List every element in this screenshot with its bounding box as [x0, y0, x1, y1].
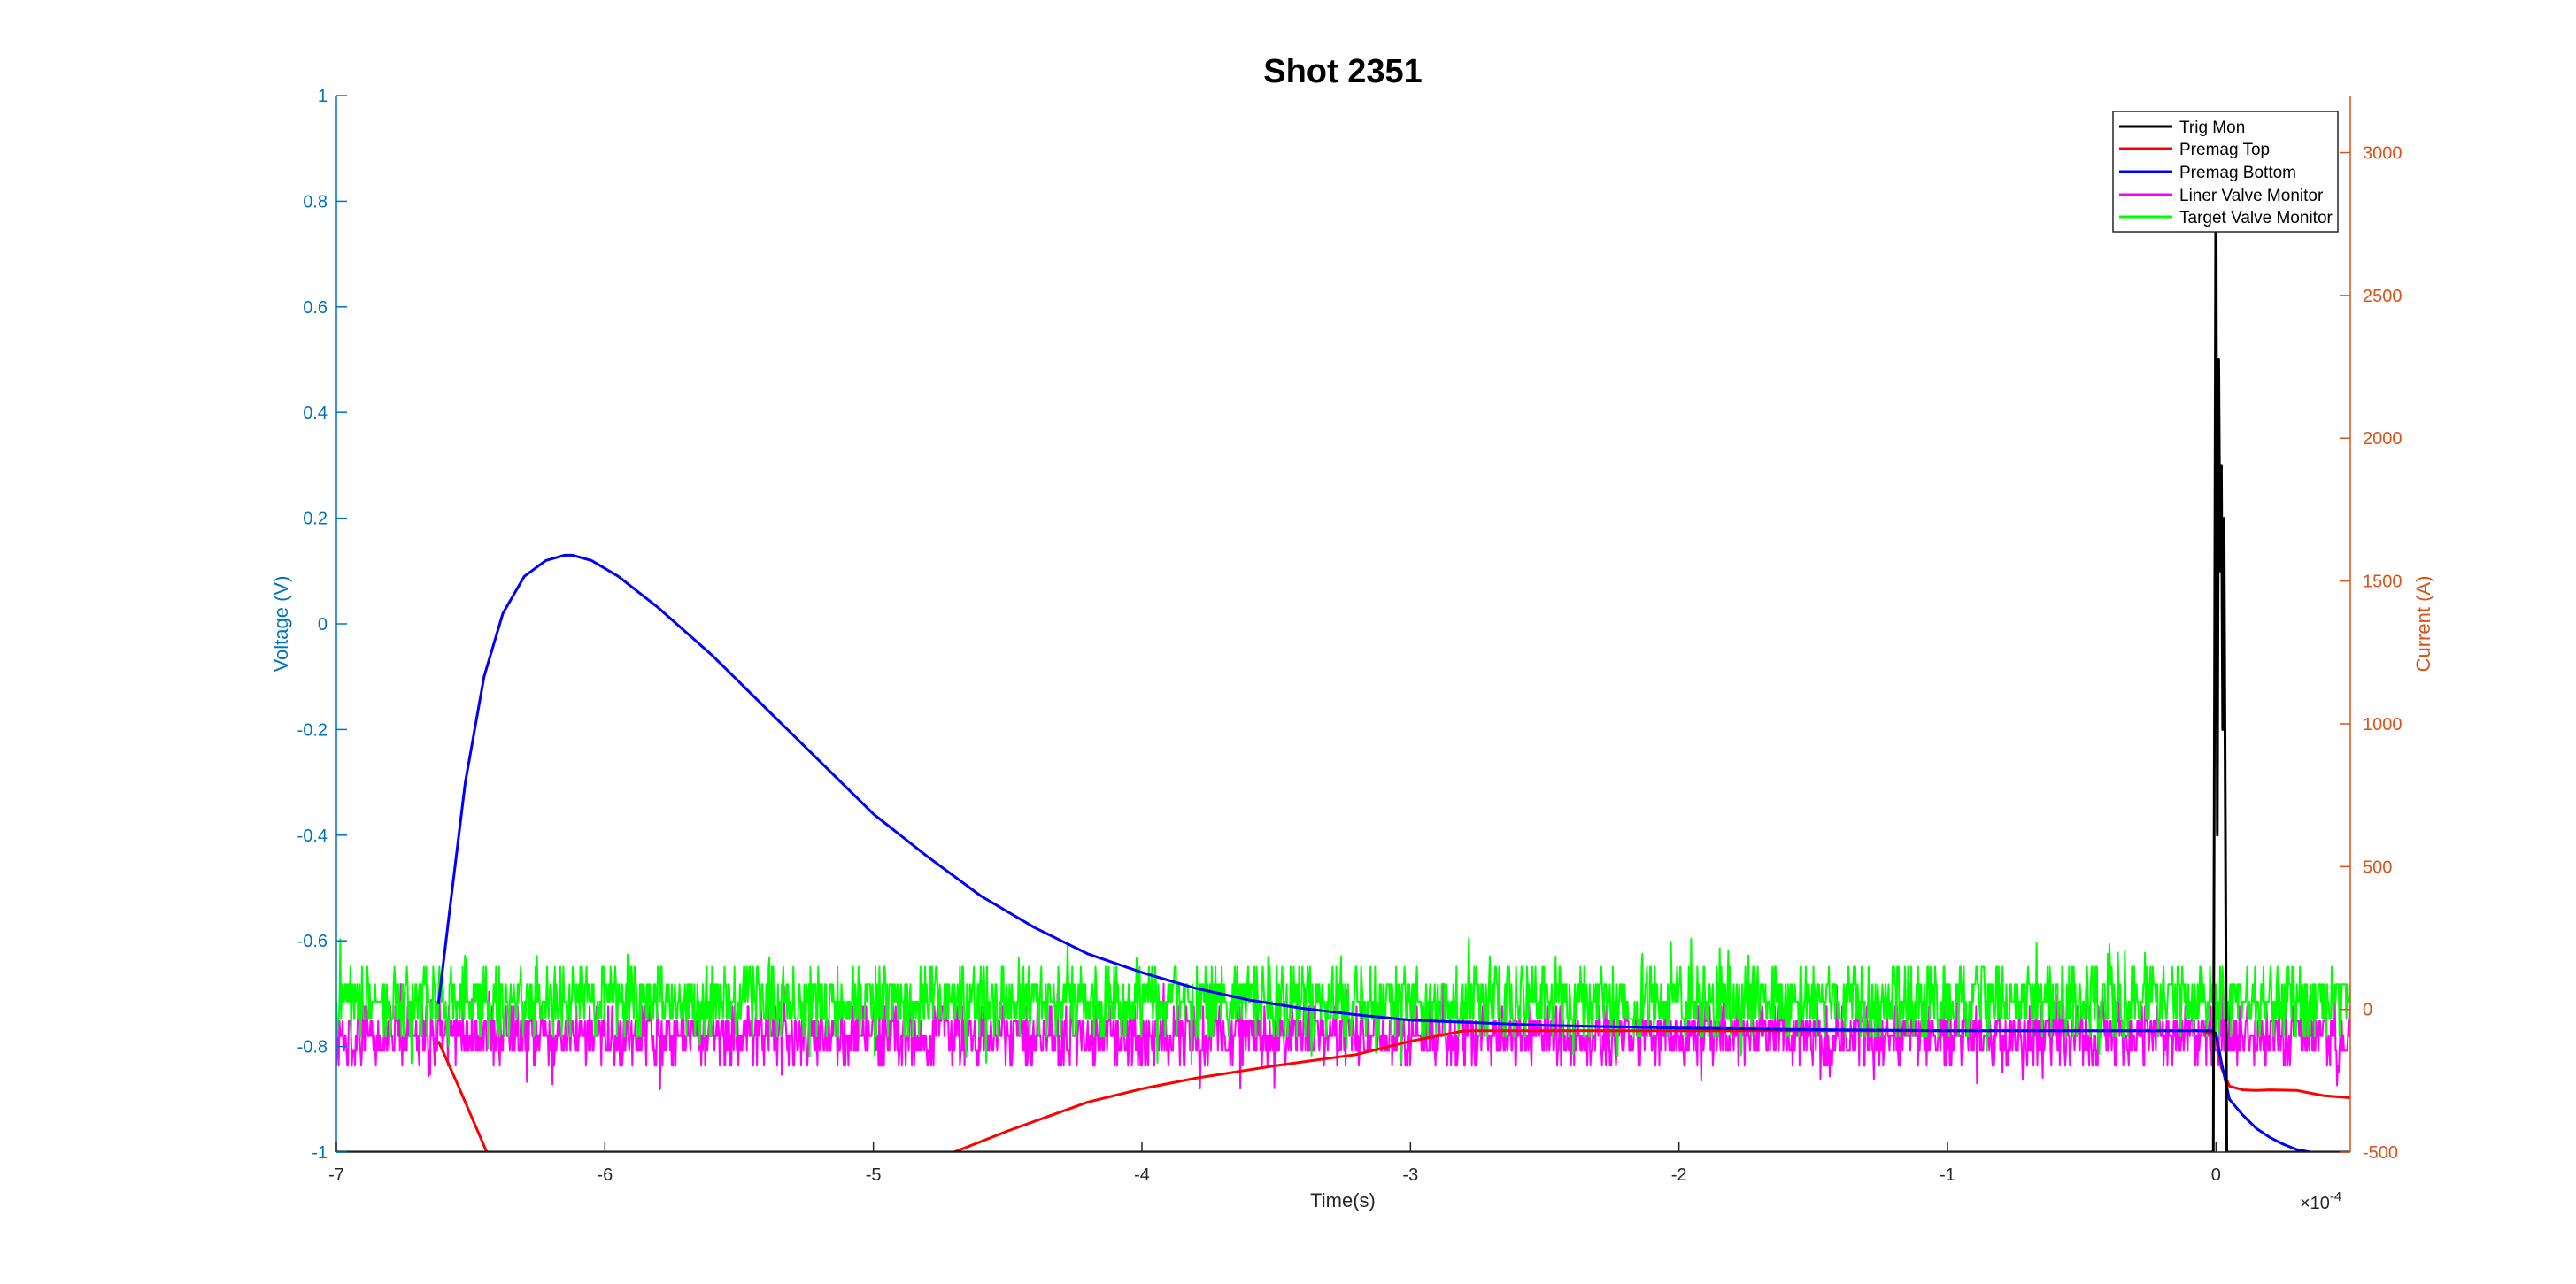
y-right-tick-label: 3000 [2363, 144, 2402, 164]
legend: Trig Mon Premag Top Premag Bottom Liner … [2112, 111, 2339, 233]
y-left-tick-label: 0 [318, 615, 328, 634]
series-layer [336, 120, 2350, 1152]
legend-label-premag-top: Premag Top [2179, 141, 2270, 159]
y-left-tick-label: 0.2 [303, 510, 328, 529]
legend-item-liner-valve-monitor: Liner Valve Monitor [2119, 187, 2324, 205]
y-right-tick-label: 2500 [2363, 287, 2402, 306]
x-tick-label: -2 [1671, 1165, 1687, 1185]
y-left-tick-label: -0.8 [297, 1038, 328, 1057]
legend-item-premag-bottom: Premag Bottom [2119, 164, 2296, 182]
y-axis-right-label: Current (A) [2412, 576, 2434, 673]
y-right-tick-label: 1000 [2363, 715, 2402, 734]
x-tick-label: -3 [1402, 1165, 1418, 1185]
chart-title: Shot 2351 [1263, 53, 1423, 90]
x-tick-label: -4 [1134, 1165, 1150, 1185]
y-right-tick-label: 500 [2363, 857, 2392, 877]
x-axis-exponent-base: ×10 [2300, 1194, 2330, 1213]
y-right-tick-label: 0 [2363, 1001, 2372, 1020]
y-right-tick-label: -500 [2363, 1143, 2398, 1163]
legend-label-target-valve-monitor: Target Valve Monitor [2179, 209, 2333, 227]
x-axis-exponent: ×10-4 [2300, 1189, 2341, 1213]
x-tick-label: -5 [866, 1165, 882, 1185]
y-right-tick-label: 1500 [2363, 573, 2402, 592]
series-line-target-valve-monitor [336, 937, 2350, 1065]
y-left-tick-label: 0.6 [303, 298, 328, 318]
y-left-tick-label: -0.6 [297, 932, 328, 951]
legend-label-premag-bottom: Premag Bottom [2179, 164, 2296, 182]
x-axis-label: Time(s) [1310, 1189, 1376, 1211]
legend-label-trig-mon: Trig Mon [2179, 119, 2245, 137]
y-axis-left-label: Voltage (V) [270, 576, 292, 673]
y-left-tick-label: 1 [318, 87, 328, 106]
legend-label-liner-valve-monitor: Liner Valve Monitor [2179, 187, 2324, 205]
x-axis-exponent-power: -4 [2330, 1189, 2341, 1204]
series-line-premag-top [436, 1029, 2350, 1152]
axes-layer: -7 -6 -5 -4 -3 -2 -1 0 -1 -0.8 -0.6 -0.4 -0.2 0 0.2 0.4… [297, 87, 2402, 1185]
y-left-tick-label: -0.4 [297, 827, 328, 846]
y-left-tick-label: -1 [312, 1143, 328, 1163]
legend-item-premag-top: Premag Top [2119, 141, 2270, 159]
legend-item-trig-mon: Trig Mon [2119, 119, 2245, 137]
y-left-tick-label: 0.8 [303, 192, 328, 211]
series-line-trig-mon [336, 120, 2350, 1152]
y-right-tick-label: 2000 [2363, 429, 2402, 449]
y-left-tick-label: -0.2 [297, 720, 328, 740]
plot-background [336, 96, 2350, 1152]
x-tick-label: -6 [597, 1165, 613, 1185]
plot-area: -7 -6 -5 -4 -3 -2 -1 0 -1 -0.8 -0.6 -0.4 -0.2 0 0.2 0.4… [297, 87, 2402, 1185]
series-line-premag-bottom [436, 553, 2350, 1152]
y-left-tick-label: 0.4 [303, 404, 328, 423]
x-tick-label: 0 [2211, 1165, 2221, 1185]
legend-item-target-valve-monitor: Target Valve Monitor [2119, 209, 2333, 227]
x-tick-label: -1 [1940, 1165, 1955, 1185]
x-tick-label: -7 [328, 1165, 344, 1185]
